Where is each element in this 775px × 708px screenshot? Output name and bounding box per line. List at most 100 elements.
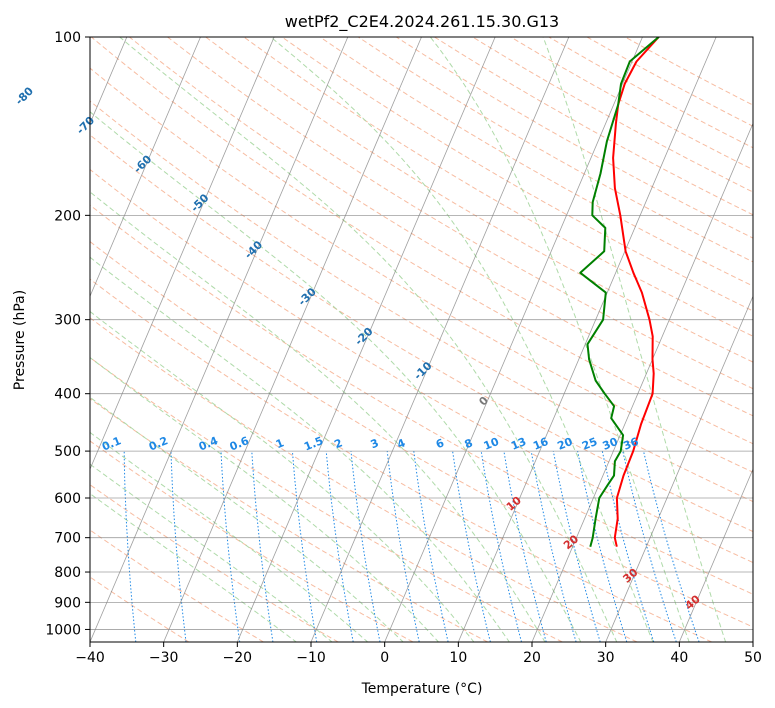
mixing-ratio-label: 1 [274, 436, 286, 451]
y-tick-label: 800 [54, 565, 81, 581]
dry-adiabat [90, 37, 753, 445]
isotherm [236, 37, 496, 642]
moist-adiabat [90, 111, 582, 642]
dry-adiabat [90, 278, 712, 642]
y-axis-label: Pressure (hPa) [12, 290, 28, 390]
mixing-ratio-line [251, 451, 274, 642]
mixing-ratio-label: 10 [482, 435, 501, 453]
x-tick-label: 20 [523, 650, 541, 666]
dry-adiabat [90, 240, 753, 628]
plot-background [90, 37, 753, 642]
isotherm [90, 37, 275, 471]
y-tick-label: 900 [54, 595, 81, 611]
x-tick-label: −20 [223, 650, 253, 666]
mixing-ratio-line [503, 451, 547, 642]
dry-adiabat [90, 529, 264, 642]
dry-adiabat [357, 37, 753, 263]
moist-adiabat [90, 463, 333, 642]
dry-adiabat [129, 37, 753, 417]
mixing-ratio-line [220, 451, 241, 642]
mixing-ratio-label: 8 [463, 436, 475, 451]
isotherm [678, 468, 753, 642]
mixing-ratio-label: 30 [601, 435, 620, 453]
dry-adiabat [205, 37, 753, 363]
mixing-ratio-label: 20 [555, 435, 574, 453]
mixing-ratio-line [413, 451, 449, 642]
mixing-ratio-line [291, 451, 318, 642]
background-lines [90, 37, 753, 642]
mixing-ratio-line [577, 451, 628, 642]
x-tick-label: 30 [597, 650, 615, 666]
moist-adiabat [542, 37, 727, 642]
mixing-ratio-line [452, 451, 491, 642]
moist-adiabat [90, 191, 546, 642]
y-tick-label: 400 [54, 387, 81, 403]
x-tick-label: 40 [670, 650, 688, 666]
isotherm [310, 37, 570, 642]
y-tick-label: 1000 [45, 622, 81, 638]
dry-adiabat [167, 37, 753, 390]
mixing-ratio-line [325, 451, 354, 642]
moist-adiabat [90, 256, 510, 642]
isotherm-label: -80 [13, 84, 36, 107]
isotherm [531, 122, 753, 642]
isotherm [752, 640, 753, 642]
mixing-ratio-label: 25 [580, 435, 599, 453]
dry-adiabat [90, 317, 638, 642]
moist-adiabat [90, 356, 440, 642]
y-tick-label: 300 [54, 313, 81, 329]
mixing-ratio-line [170, 451, 187, 642]
mixing-ratio-line [530, 451, 577, 642]
dry-adiabat [472, 37, 753, 193]
dewpoint-profile [579, 37, 660, 547]
x-tick-label: 0 [380, 650, 389, 666]
x-tick-label: 50 [744, 650, 762, 666]
dry-adiabat [396, 37, 753, 239]
dry-adiabat [90, 67, 753, 473]
isotherm [163, 37, 422, 642]
mixing-ratio-label: 16 [531, 435, 550, 453]
mixing-ratio-label: 2 [332, 436, 344, 451]
y-tick-label: 500 [54, 444, 81, 460]
mixing-ratio-line [123, 451, 137, 642]
grid-lines [90, 37, 753, 642]
dry-adiabat [548, 37, 753, 149]
x-tick-label: −40 [75, 650, 105, 666]
moist-adiabat [90, 310, 475, 642]
dry-adiabat [281, 37, 753, 312]
x-tick-label: −30 [149, 650, 179, 666]
isotherm [384, 37, 643, 642]
mixing-ratio-line [386, 451, 420, 642]
isotherm [90, 37, 201, 298]
mixing-ratio-label: 13 [509, 435, 528, 453]
x-axis: −40 −30 −20 −10 0 10 20 30 40 50 [75, 642, 762, 666]
x-tick-label: 10 [449, 650, 467, 666]
x-axis-label: Temperature (°C) [361, 681, 483, 697]
moist-adiabat [119, 37, 618, 642]
dry-adiabat [90, 204, 753, 595]
mixing-ratio-label: 3 [369, 436, 381, 451]
moist-adiabat [429, 37, 690, 642]
dry-adiabat [90, 484, 339, 642]
dry-adiabat [90, 134, 753, 533]
mixing-ratio-line [622, 450, 677, 642]
isotherm [605, 295, 753, 642]
mixing-ratio-line [350, 451, 381, 642]
y-tick-label: 200 [54, 208, 81, 224]
x-tick-label: −10 [296, 650, 326, 666]
isotherm [457, 37, 717, 642]
moist-adiabat [90, 431, 369, 642]
temperature-profile [612, 37, 660, 547]
dry-adiabat [90, 168, 753, 564]
chart-title: wetPf2_C2E4.2024.261.15.30.G13 [285, 12, 559, 32]
profile-lines [579, 37, 660, 547]
mixing-ratio-line [552, 451, 601, 642]
y-tick-label: 700 [54, 531, 81, 547]
moist-adiabat [270, 37, 654, 642]
y-tick-label: 100 [54, 30, 81, 46]
isotherm [90, 37, 349, 642]
y-tick-label: 600 [54, 491, 81, 507]
y-axis: 100 200 300 400 500 600 700 800 900 1000 [45, 30, 90, 638]
dry-adiabat [243, 37, 753, 337]
